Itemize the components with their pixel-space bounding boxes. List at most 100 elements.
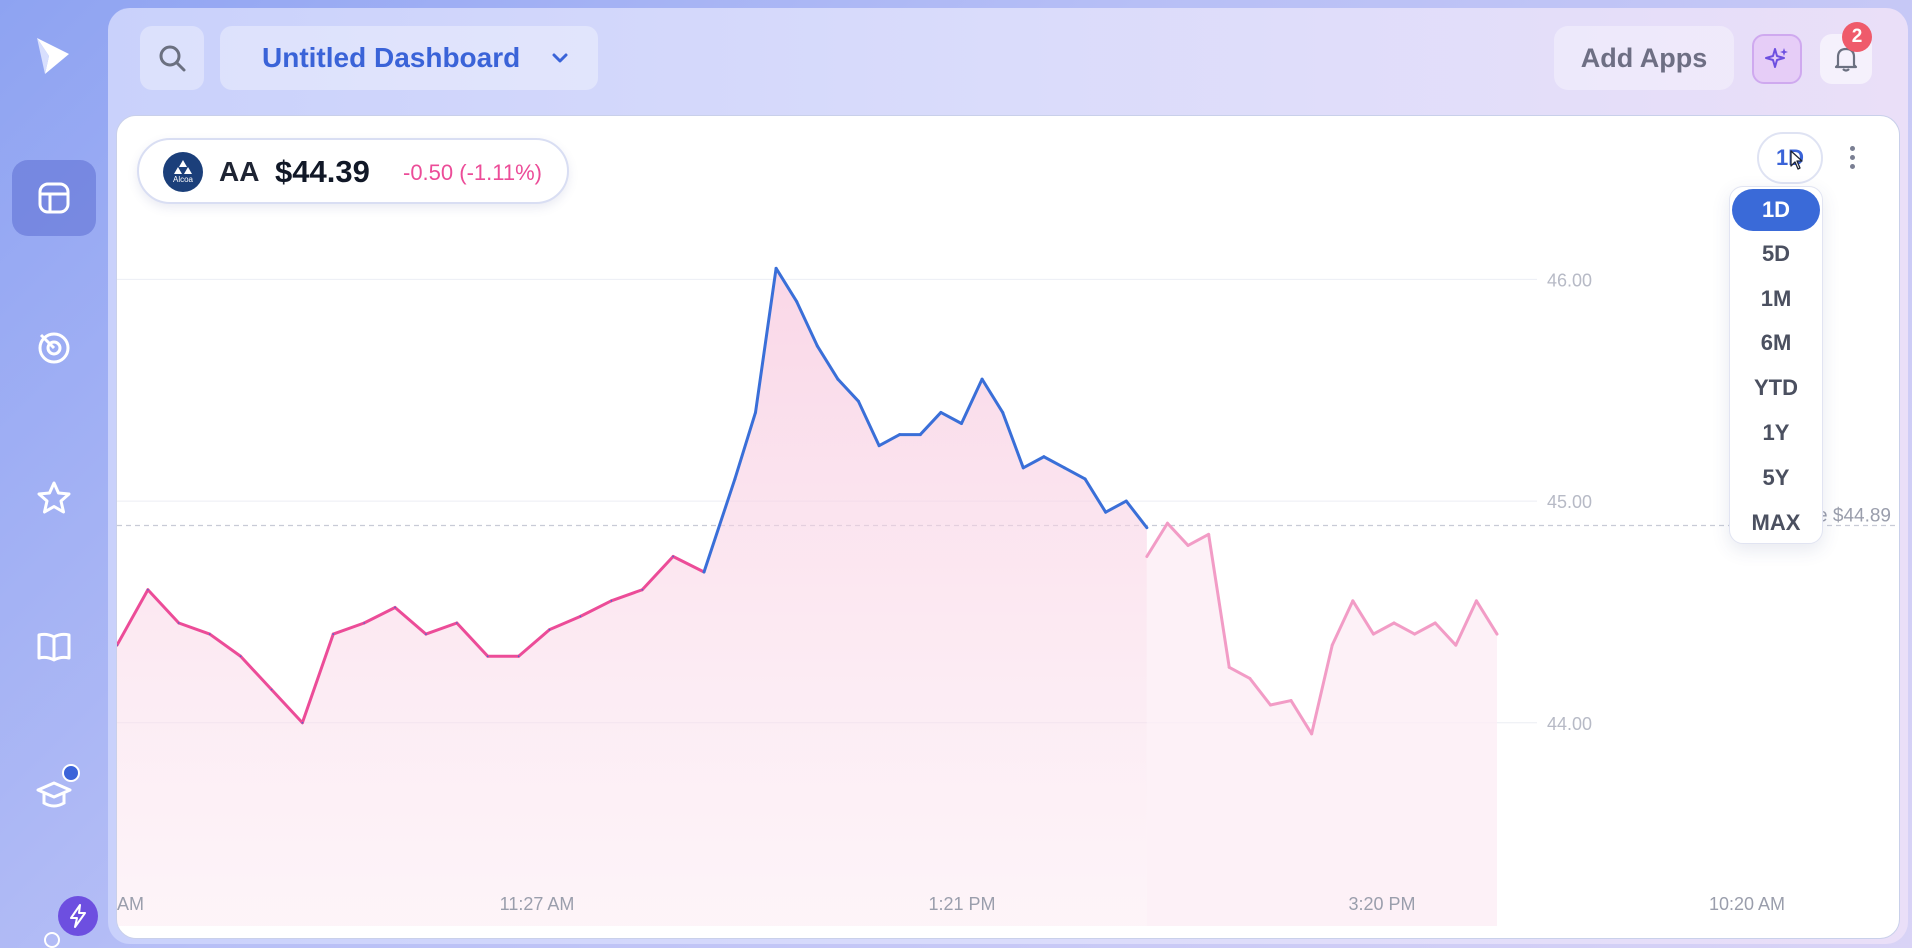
sparkle-icon: [1765, 48, 1788, 68]
regular-session-segment: [702, 477, 737, 574]
regular-session-segment: [640, 555, 675, 592]
regular-session-segment: [517, 628, 552, 658]
data-point: [641, 588, 644, 591]
main-panel: Untitled Dashboard Add Apps 2 46.00 45.00…: [108, 8, 1908, 944]
data-point: [610, 600, 613, 602]
sidebar-item-library[interactable]: [12, 608, 96, 684]
data-point: [117, 644, 118, 646]
range-option-6m[interactable]: 6M: [1760, 330, 1792, 355]
chevron-down-icon: [552, 53, 568, 63]
quick-action-button[interactable]: [58, 896, 98, 936]
regular-session-segment: [578, 599, 613, 618]
data-point: [363, 622, 365, 624]
regular-session-segment: [1083, 477, 1108, 514]
regular-session-segment: [239, 654, 273, 691]
y-tick-label: 45.00: [1547, 492, 1592, 512]
regular-session-segment: [980, 377, 1005, 414]
search-button[interactable]: [140, 26, 204, 90]
regular-session-segment: [146, 588, 181, 625]
data-point: [1269, 704, 1272, 706]
data-point: [1393, 622, 1395, 624]
data-point: [177, 622, 180, 624]
data-point: [1063, 467, 1066, 469]
extended-session-segment: [1474, 599, 1499, 636]
extended-session-segment: [1351, 599, 1375, 636]
extended-session-segment: [1371, 621, 1396, 636]
ticker-pill[interactable]: Alcoa AA $44.39 -0.50 (-1.11%): [137, 138, 569, 204]
regular-session-segment: [117, 588, 150, 647]
x-tick-label: 1:21 PM: [928, 894, 995, 914]
sidebar: [0, 0, 108, 948]
more-options-button[interactable]: [1847, 146, 1857, 172]
extended-session-segment: [1227, 665, 1252, 680]
ai-assistant-button[interactable]: [1752, 34, 1802, 84]
cursor-icon: [1790, 150, 1803, 170]
graduation-cap-icon: [36, 781, 72, 808]
extended-session-segment: [1207, 532, 1231, 669]
range-option-max[interactable]: MAX: [1751, 510, 1801, 535]
dashboard-title: Untitled Dashboard: [262, 42, 521, 73]
range-selector-button[interactable]: 1D: [1757, 132, 1823, 184]
range-option-1y[interactable]: 1Y: [1762, 420, 1790, 445]
range-option-ytd[interactable]: YTD: [1754, 375, 1798, 400]
range-option-5d[interactable]: 5D: [1761, 241, 1791, 266]
regular-session-segment: [362, 605, 397, 625]
extended-session-segment: [1454, 599, 1478, 647]
data-point: [816, 345, 819, 347]
data-point: [672, 555, 674, 558]
data-point: [270, 688, 273, 691]
sidebar-item-learn[interactable]: [12, 756, 96, 832]
range-option-1d[interactable]: 1D: [1732, 189, 1820, 231]
regular-session-segment: [1042, 455, 1066, 470]
target-icon: [38, 332, 70, 364]
data-point: [1228, 666, 1231, 669]
sidebar-item-tracker[interactable]: [12, 310, 96, 386]
extended-session-segment: [1145, 521, 1169, 558]
regular-session-segment: [269, 688, 304, 725]
bell-icon: [1834, 47, 1858, 72]
data-point: [486, 655, 489, 658]
regular-session-segment: [836, 377, 860, 403]
range-option-5y[interactable]: 5Y: [1762, 465, 1790, 490]
data-point: [394, 606, 396, 609]
layout-icon: [38, 182, 70, 214]
status-ring: [44, 932, 60, 948]
data-point: [1104, 511, 1107, 513]
data-point: [1084, 478, 1086, 480]
regular-session-segment: [393, 605, 428, 636]
data-point: [960, 422, 963, 425]
book-icon: [37, 632, 71, 662]
regular-session-segment: [815, 344, 840, 381]
regular-session-segment: [795, 300, 819, 348]
dashboard-title-dropdown[interactable]: Untitled Dashboard: [220, 26, 598, 90]
range-option-1m[interactable]: 1M: [1760, 286, 1792, 311]
add-apps-button[interactable]: Add Apps: [1554, 26, 1734, 90]
extended-session-segment: [1413, 621, 1437, 636]
regular-session-segment: [424, 621, 459, 636]
data-point: [517, 655, 520, 658]
regular-session-segment: [1124, 499, 1149, 530]
data-point: [1496, 633, 1498, 635]
regular-session-segment: [609, 588, 644, 603]
data-point: [878, 444, 880, 447]
data-point: [1290, 699, 1292, 702]
regular-session-segment: [331, 621, 366, 636]
sidebar-item-favorites[interactable]: [12, 460, 96, 536]
data-point: [1475, 600, 1478, 602]
sidebar-item-dashboards[interactable]: [12, 160, 96, 236]
alcoa-logo-mark: [174, 160, 192, 174]
app-logo[interactable]: [33, 34, 73, 78]
regular-session-segment: [671, 555, 706, 574]
extended-session-segment: [1310, 643, 1334, 736]
data-point: [775, 267, 777, 270]
extended-session-segment: [1165, 521, 1190, 547]
data-point: [425, 633, 427, 635]
data-point: [1146, 526, 1148, 529]
regular-session-segment: [877, 433, 902, 448]
data-point: [208, 633, 211, 635]
regular-session-segment: [1062, 466, 1087, 481]
data-point: [301, 721, 304, 724]
regular-session-segment: [774, 266, 799, 304]
regular-session-segment: [548, 614, 582, 632]
